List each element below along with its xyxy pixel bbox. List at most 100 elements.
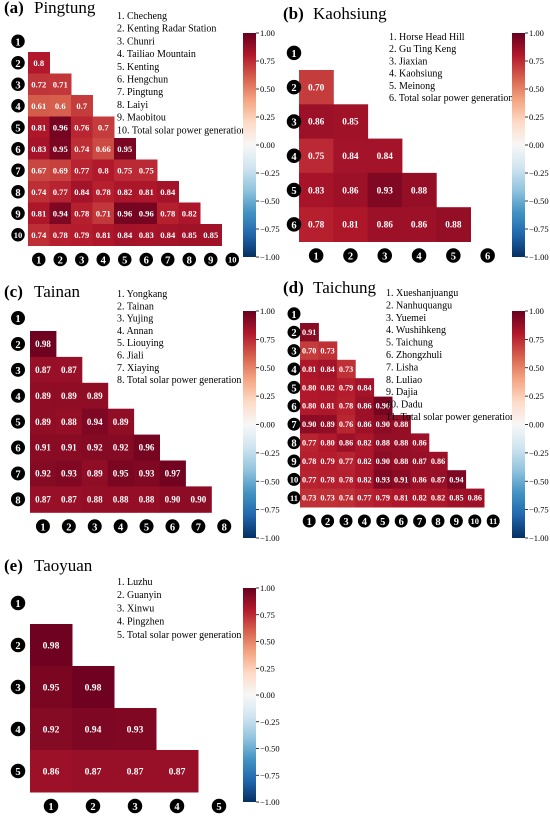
- colorbar-tick-label: −0.75: [260, 770, 280, 780]
- station-legend-item: 7. Lisha: [386, 362, 419, 373]
- heatmap-cell: [55, 486, 83, 513]
- cell-value-label: 0.91: [302, 328, 316, 337]
- heatmap-cell: [49, 202, 72, 225]
- x-tick-label: 7: [417, 517, 422, 528]
- y-tick-label: 4: [15, 102, 21, 113]
- y-tick-label: 2: [15, 340, 20, 351]
- cell-value-label: 0.74: [339, 494, 353, 503]
- heatmap-cell: [300, 451, 319, 471]
- cell-value-label: 0.88: [113, 495, 129, 505]
- heatmap-cell: [71, 159, 93, 182]
- x-tick-marker: [343, 248, 358, 263]
- colorbar-tick-label: 0.50: [529, 363, 544, 373]
- y-tick-label: 6: [291, 402, 296, 413]
- heatmap-cell: [49, 116, 72, 139]
- x-tick-label: 3: [79, 256, 84, 267]
- x-tick-marker: [169, 798, 185, 814]
- heatmap-cell: [114, 202, 136, 225]
- x-tick-marker: [321, 514, 335, 528]
- panel-title: Taichung: [313, 278, 377, 297]
- panel-label: (e): [4, 556, 23, 575]
- y-tick-label: 10: [290, 474, 299, 484]
- heatmap-cell: [30, 331, 57, 358]
- colorbar-tick-label: 1.00: [260, 28, 275, 38]
- y-tick-label: 5: [15, 123, 20, 134]
- station-legend-item: 11. Total solar power generation: [386, 412, 515, 423]
- colorbar-tick-label: −0.50: [529, 476, 549, 486]
- x-tick-marker: [139, 519, 154, 534]
- x-tick-marker: [377, 248, 392, 263]
- heatmap-cell: [336, 415, 356, 434]
- y-tick-label: 1: [15, 314, 20, 325]
- heatmap-cell: [30, 750, 73, 793]
- heatmap-cell: [318, 341, 338, 361]
- heatmap-cell: [300, 488, 319, 508]
- station-legend-item: 1. Yongkang: [117, 289, 167, 300]
- y-tick-marker: [11, 311, 25, 326]
- colorbar-tick-label: −1.00: [529, 533, 549, 543]
- heatmap-cell: [318, 451, 338, 471]
- heatmap-cell: [299, 172, 334, 208]
- heatmap-cell: [92, 159, 115, 182]
- y-tick-label: 4: [15, 392, 21, 403]
- heatmap-cell: [178, 202, 201, 225]
- cell-value-label: 0.93: [139, 469, 155, 479]
- cell-value-label: 0.77: [302, 475, 316, 484]
- cell-value-label: 0.87: [412, 457, 426, 466]
- y-tick-label: 7: [15, 166, 20, 177]
- panel-label: (b): [283, 4, 304, 23]
- heatmap-cell: [49, 159, 72, 182]
- y-tick-marker: [286, 79, 302, 95]
- x-tick-label: 5: [451, 252, 456, 263]
- heatmap-cell: [28, 138, 50, 160]
- colorbar-tick-label: 0.00: [260, 140, 275, 150]
- cell-value-label: 0.77: [53, 187, 69, 197]
- x-tick-label: 7: [165, 256, 170, 267]
- x-tick-label: 8: [435, 517, 440, 528]
- heatmap-cell: [28, 202, 50, 225]
- cell-value-label: 0.70: [308, 83, 325, 93]
- cell-value-label: 0.83: [308, 186, 325, 196]
- station-legend-item: 3. Yujing: [117, 314, 153, 325]
- heatmap-cell: [318, 433, 338, 453]
- cell-value-label: 0.78: [308, 221, 325, 231]
- x-tick-marker: [127, 798, 143, 814]
- heatmap-cell: [157, 224, 179, 246]
- heatmap-cell: [28, 116, 50, 139]
- cell-value-label: 0.8: [98, 165, 109, 175]
- cell-value-label: 0.84: [74, 187, 90, 197]
- colorbar-tick-label: 1.00: [529, 28, 544, 38]
- colorbar-tick-label: −0.75: [260, 505, 280, 515]
- y-tick-label: 11: [290, 493, 298, 503]
- y-tick-label: 3: [291, 117, 296, 128]
- heatmap-cell: [49, 181, 72, 203]
- cell-value-label: 0.86: [43, 766, 60, 777]
- x-tick-marker: [449, 514, 463, 528]
- heatmap-cell: [133, 434, 160, 461]
- heatmap-cell: [157, 202, 179, 225]
- heatmap-cell: [81, 434, 109, 461]
- cell-value-label: 0.89: [113, 417, 129, 427]
- colorbar-tick-label: −0.50: [529, 196, 549, 206]
- cell-value-label: 0.67: [31, 165, 47, 175]
- colorbar-tick-label: −1.00: [260, 252, 280, 262]
- cell-value-label: 0.85: [182, 230, 197, 240]
- heatmap-cell: [55, 434, 83, 461]
- colorbar: [512, 311, 525, 538]
- x-tick-marker: [182, 252, 196, 267]
- cell-value-label: 0.90: [302, 420, 316, 429]
- cell-value-label: 0.94: [449, 475, 463, 484]
- colorbar-tick-label: 0.75: [260, 56, 275, 66]
- cell-value-label: 0.75: [117, 165, 132, 175]
- cell-value-label: 0.96: [53, 122, 69, 132]
- cell-value-label: 0.75: [139, 165, 154, 175]
- x-tick-label: 1: [40, 522, 45, 533]
- cell-value-label: 0.87: [35, 365, 51, 375]
- x-tick-label: 10: [471, 516, 480, 526]
- x-tick-label: 4: [101, 256, 107, 267]
- colorbar-tick-label: 0.25: [529, 391, 544, 401]
- heatmap-cell: [114, 159, 136, 182]
- cell-value-label: 0.86: [412, 475, 426, 484]
- cell-value-label: 0.80: [302, 402, 316, 411]
- cell-value-label: 0.86: [412, 438, 426, 447]
